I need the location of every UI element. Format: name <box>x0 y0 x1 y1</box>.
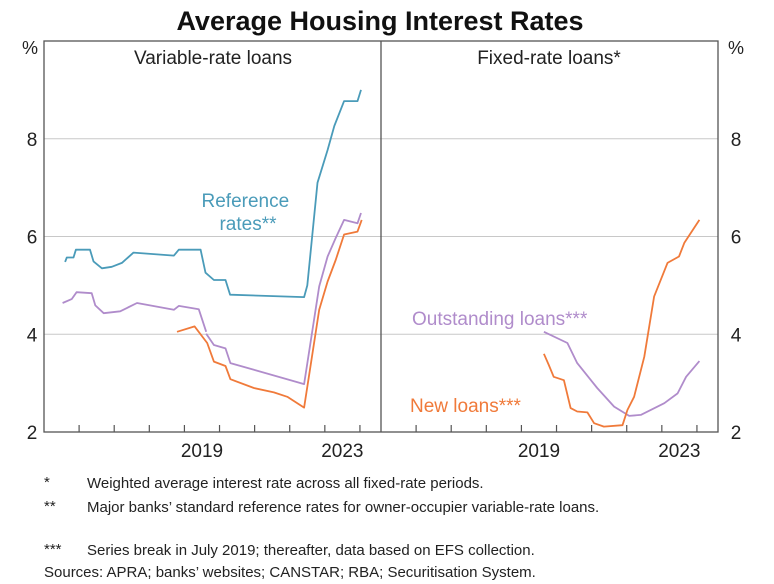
y-tick-label: 4 <box>27 325 38 346</box>
y-tick-label: 8 <box>27 130 38 151</box>
x-tick-label: 2023 <box>658 441 700 462</box>
footnote-text-1: Weighted average interest rate across al… <box>87 475 484 492</box>
series-line-outstanding-loans <box>543 330 701 417</box>
label-reference-rates-line1: Reference <box>202 191 290 212</box>
series-line-new-loans <box>176 219 363 409</box>
series-line-outstanding-loans <box>62 291 208 333</box>
y-tick-label: 6 <box>731 228 742 249</box>
footnote-marker-1: * <box>44 474 50 491</box>
right-y-unit: % <box>728 38 744 58</box>
y-tick-label: 4 <box>731 325 742 346</box>
sources-note: Sources: APRA; banks’ websites; CANSTAR;… <box>44 564 536 581</box>
footnote-marker-2: ** <box>44 498 56 515</box>
x-tick-label: 2019 <box>181 441 223 462</box>
footnote-marker-3: *** <box>44 541 62 558</box>
chart-svg: Average Housing Interest Rates 2 4 6 8 2019 2… <box>22 6 744 462</box>
label-reference-rates-line2: rates** <box>219 214 277 235</box>
left-panel-title: Variable-rate loans <box>134 48 292 69</box>
label-reference-rates: Reference rates** <box>202 191 295 235</box>
y-tick-label: 8 <box>731 130 742 151</box>
series-line-reference-rates <box>64 89 362 298</box>
right-panel-title: Fixed-rate loans* <box>477 48 621 69</box>
series-line-new-loans <box>543 219 701 428</box>
series-line-outstanding-loans <box>205 212 362 385</box>
y-tick-label: 2 <box>731 423 742 444</box>
left-y-unit: % <box>22 38 38 58</box>
label-outstanding-loans: Outstanding loans*** <box>412 309 588 330</box>
y-tick-label: 6 <box>27 228 38 249</box>
footnote-text-3: Series break in July 2019; thereafter, d… <box>87 542 535 559</box>
label-new-loans: New loans*** <box>410 396 521 417</box>
x-tick-label: 2019 <box>518 441 560 462</box>
x-tick-label: 2023 <box>321 441 363 462</box>
footnote-text-2: Major banks’ standard reference rates fo… <box>87 499 600 516</box>
y-tick-label: 2 <box>27 423 38 444</box>
chart-title: Average Housing Interest Rates <box>176 6 583 36</box>
